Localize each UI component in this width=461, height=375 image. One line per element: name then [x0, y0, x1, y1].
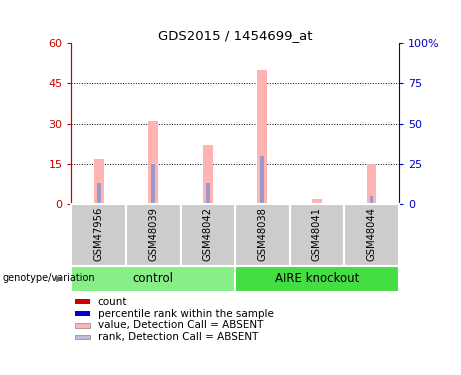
- Bar: [312, 199, 322, 204]
- Bar: [370, 196, 373, 204]
- Bar: [126, 204, 181, 266]
- Bar: [366, 164, 376, 204]
- Bar: [148, 121, 158, 204]
- Bar: [344, 204, 399, 266]
- Bar: [315, 203, 319, 204]
- Bar: [97, 183, 100, 204]
- Text: count: count: [98, 297, 127, 307]
- Text: GSM47956: GSM47956: [94, 207, 104, 261]
- Bar: [71, 204, 126, 266]
- Bar: [151, 164, 155, 204]
- Text: GSM48044: GSM48044: [366, 207, 377, 261]
- Bar: [75, 299, 90, 304]
- Bar: [75, 334, 90, 339]
- Text: AIRE knockout: AIRE knockout: [275, 273, 359, 285]
- Text: control: control: [133, 273, 174, 285]
- Text: percentile rank within the sample: percentile rank within the sample: [98, 309, 274, 318]
- Bar: [235, 204, 290, 266]
- Bar: [206, 183, 210, 204]
- Text: GSM48038: GSM48038: [257, 207, 267, 261]
- Bar: [290, 204, 344, 266]
- Text: value, Detection Call = ABSENT: value, Detection Call = ABSENT: [98, 320, 263, 330]
- Bar: [235, 266, 399, 292]
- Bar: [94, 159, 104, 204]
- Text: rank, Detection Call = ABSENT: rank, Detection Call = ABSENT: [98, 332, 258, 342]
- Bar: [203, 145, 213, 204]
- Text: genotype/variation: genotype/variation: [3, 273, 95, 283]
- Title: GDS2015 / 1454699_at: GDS2015 / 1454699_at: [158, 29, 313, 42]
- Text: GSM48039: GSM48039: [148, 207, 158, 261]
- Text: GSM48041: GSM48041: [312, 207, 322, 261]
- Bar: [258, 70, 267, 204]
- Text: GSM48042: GSM48042: [203, 207, 213, 261]
- Bar: [260, 156, 264, 204]
- Bar: [75, 323, 90, 328]
- Bar: [181, 204, 235, 266]
- Bar: [71, 266, 235, 292]
- Bar: [75, 311, 90, 316]
